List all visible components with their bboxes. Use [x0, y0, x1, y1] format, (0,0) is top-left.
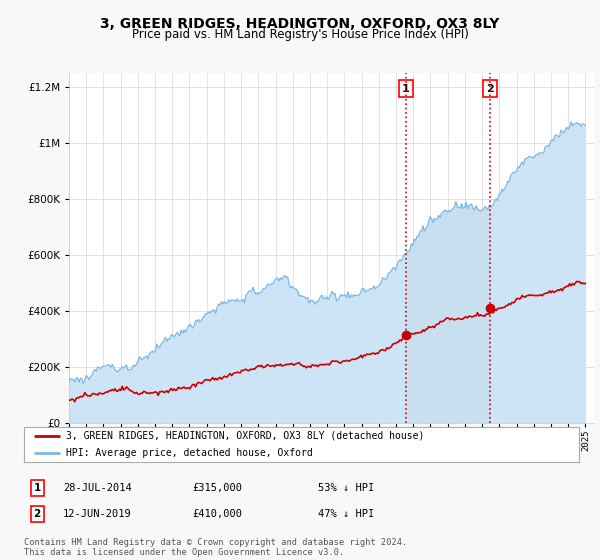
Text: 1: 1 [34, 483, 41, 493]
Text: 2: 2 [34, 509, 41, 519]
Text: 12-JUN-2019: 12-JUN-2019 [63, 509, 132, 519]
Text: 28-JUL-2014: 28-JUL-2014 [63, 483, 132, 493]
Text: Price paid vs. HM Land Registry's House Price Index (HPI): Price paid vs. HM Land Registry's House … [131, 28, 469, 41]
Text: 47% ↓ HPI: 47% ↓ HPI [318, 509, 374, 519]
Text: HPI: Average price, detached house, Oxford: HPI: Average price, detached house, Oxfo… [65, 449, 313, 458]
Text: £315,000: £315,000 [192, 483, 242, 493]
Text: 1: 1 [402, 83, 410, 94]
Text: 2: 2 [486, 83, 494, 94]
Text: Contains HM Land Registry data © Crown copyright and database right 2024.
This d: Contains HM Land Registry data © Crown c… [24, 538, 407, 557]
Text: 3, GREEN RIDGES, HEADINGTON, OXFORD, OX3 8LY: 3, GREEN RIDGES, HEADINGTON, OXFORD, OX3… [100, 17, 500, 31]
Text: 53% ↓ HPI: 53% ↓ HPI [318, 483, 374, 493]
Text: 3, GREEN RIDGES, HEADINGTON, OXFORD, OX3 8LY (detached house): 3, GREEN RIDGES, HEADINGTON, OXFORD, OX3… [65, 431, 424, 441]
Text: £410,000: £410,000 [192, 509, 242, 519]
